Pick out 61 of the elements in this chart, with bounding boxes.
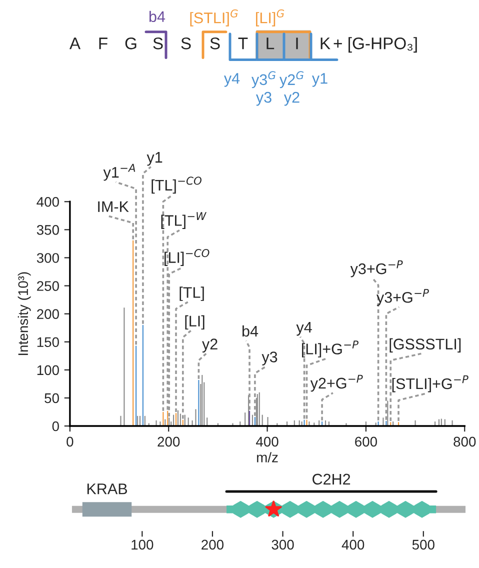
x-tick-label: 300: [272, 540, 294, 550]
annotation: IM-K: [98, 201, 129, 212]
annotation: [STLI]+G$^{−P}$: [392, 375, 468, 392]
text: [LI]$^{G}$: [256, 9, 284, 26]
annotation: y2: [202, 338, 218, 353]
category-label: S: [210, 38, 220, 50]
text: b4: [149, 10, 166, 22]
annotation: [LI]$^{−CO}$: [164, 249, 210, 266]
x-tick-label: 500: [412, 540, 434, 550]
annotation: y3+G$^{−P}$: [376, 289, 429, 306]
annotation: [GSSSTLI]: [390, 338, 461, 353]
annotation: y3: [262, 352, 278, 366]
x-tick-label: 400: [342, 540, 364, 550]
text: [STLI]$^{G}$: [190, 9, 238, 26]
y-tick-label: 0: [52, 421, 59, 432]
x-tick-label: 400: [256, 436, 278, 447]
x-tick-label: 0: [66, 436, 74, 447]
text: y1: [312, 73, 328, 87]
y-tick-label: 50: [44, 393, 59, 404]
category-label: I: [296, 38, 298, 50]
series-label: C2H2: [312, 474, 350, 485]
category-label: A: [69, 38, 81, 50]
series-label: KRAB: [87, 484, 127, 494]
text: y2: [284, 92, 300, 106]
category-label: S: [153, 38, 163, 50]
annotation: y1$^{−A}$: [103, 164, 136, 181]
annotation: [TL]: [180, 286, 204, 301]
annotation: [TL]$^{−W}$: [161, 212, 207, 229]
x-axis-title: m/z: [257, 452, 278, 462]
text: y4: [224, 73, 240, 87]
y-axis-title: Intensity (10³): [18, 272, 31, 355]
x-tick-label: 200: [158, 436, 180, 447]
text: + [G-HPO₃]: [334, 37, 417, 53]
y-tick-label: 100: [37, 365, 59, 376]
category-label: K: [320, 38, 330, 50]
annotation: [LI]+G$^{−P}$: [302, 340, 358, 358]
category-label: F: [99, 38, 108, 50]
x-tick-label: 800: [454, 436, 476, 447]
y-tick-label: 400: [36, 196, 59, 207]
category-label: S: [181, 38, 191, 50]
y-tick-label: 350: [36, 225, 59, 235]
y-tick-label: 200: [37, 309, 59, 319]
y-tick-label: 300: [36, 253, 59, 263]
annotation: y2+G$^{−P}$: [310, 374, 363, 392]
category-label: G: [125, 38, 136, 50]
annotation: y3+G$^{−P}$: [350, 260, 403, 278]
x-tick-label: 600: [355, 436, 377, 447]
y-tick-label: 250: [37, 281, 59, 291]
x-tick-label: 100: [132, 540, 154, 550]
category-label: T: [238, 38, 248, 50]
annotation: b4: [242, 325, 258, 337]
annotation: [TL]$^{−CO}$: [152, 176, 202, 194]
annotation: [LI]: [185, 315, 204, 330]
text: y3$^{G}$: [252, 71, 276, 88]
annotation: y1: [146, 152, 162, 166]
category-label: L: [266, 38, 274, 50]
text: y2$^{G}$: [280, 71, 304, 88]
annotation: y4: [296, 322, 312, 336]
y-tick-label: 150: [37, 337, 59, 348]
x-tick-label: 200: [202, 540, 224, 550]
text: y3: [256, 92, 272, 106]
